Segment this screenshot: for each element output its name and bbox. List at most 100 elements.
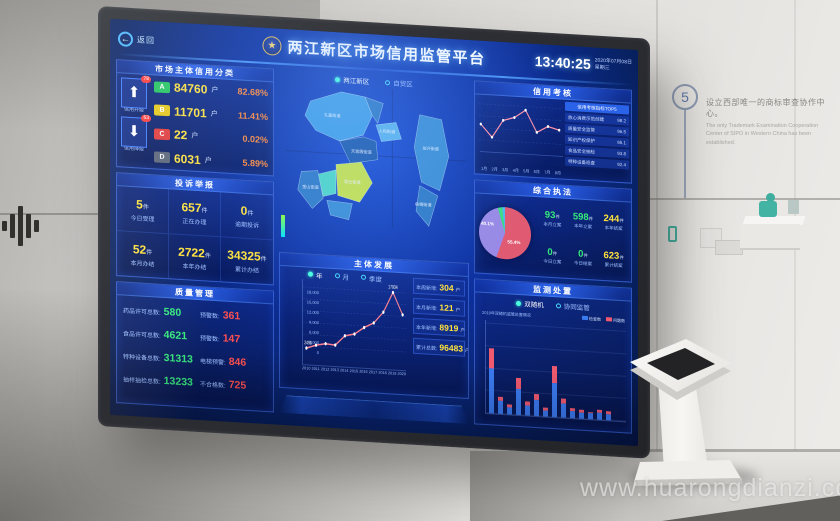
clock-date: 2020年07月08日 星期三 xyxy=(594,57,632,72)
svg-text:天宫殿街道: 天宫殿街道 xyxy=(351,148,372,155)
map-tab[interactable]: 两江新区 xyxy=(335,74,369,86)
complaint-cell: 0件 逾期投诉 xyxy=(221,192,273,241)
downgrade-count-badge: 63 xyxy=(141,114,151,123)
monitoring-option[interactable]: 双随机 xyxy=(516,298,544,309)
back-button[interactable]: ← 返回 xyxy=(118,31,155,48)
quality-item: 药品许可总数: 580 xyxy=(123,305,182,319)
svg-text:人和街道: 人和街道 xyxy=(379,127,396,134)
enforcement-cell: 0件 今日立案 xyxy=(543,246,562,265)
wall-step-number: 5 xyxy=(672,84,698,110)
svg-text:翠云街道: 翠云街道 xyxy=(344,178,361,185)
monitoring-note: 2019年双随机监管处置情况 xyxy=(482,309,531,318)
back-label: 返回 xyxy=(137,35,155,46)
dashboard-screen: ← 返回 ★ 两江新区市场信用监管平台 13:40:25 2020年07月08日… xyxy=(110,18,638,447)
kiosk-base-edge xyxy=(634,478,742,486)
credit-grade-row: C 22 户 0.02% xyxy=(154,127,268,148)
dev-period-option[interactable]: 月 xyxy=(334,270,349,282)
wall-seam xyxy=(656,0,658,455)
map-region[interactable] xyxy=(413,114,450,191)
wall-illustration-desk xyxy=(668,176,840,276)
map-tab[interactable]: 自贸区 xyxy=(385,77,413,89)
display-bezel: ← 返回 ★ 两江新区市场信用监管平台 13:40:25 2020年07月08日… xyxy=(98,6,650,459)
assessment-list-row[interactable]: 特种设备巡查 92.4 xyxy=(565,156,629,170)
quality-item: 预警数: 361 xyxy=(200,309,241,323)
complaint-cell: 52件 本月办结 xyxy=(117,231,169,279)
panel-credit-classification: 市场主体信用分类 ⬆ 78 信用升级 xyxy=(116,59,274,177)
credit-rows: A 84760 户 82.68% B 11701 户 11.41% C 22 户 0.02% D 6031… xyxy=(149,75,273,175)
wall-caption-en: The only Trademark Examination Cooperati… xyxy=(706,123,819,146)
map-legend-bar xyxy=(281,214,285,238)
wall-display: ← 返回 ★ 两江新区市场信用监管平台 13:40:25 2020年07月08日… xyxy=(98,6,650,459)
bar xyxy=(507,321,512,415)
map-region[interactable] xyxy=(375,121,402,143)
grade-chip: C xyxy=(154,128,170,141)
kiosk-base xyxy=(634,460,742,482)
enforcement-grid: 93件 本月立案 598件 本年立案 244件 本年结案 0件 今日立案 0件 今日结案 623件累… xyxy=(535,197,631,282)
illustration-person xyxy=(759,201,777,217)
wall-step-line xyxy=(684,110,686,198)
svg-text:17934: 17934 xyxy=(388,284,398,290)
enforcement-cell: 598件 本年立案 xyxy=(572,210,594,230)
floor-shadow xyxy=(470,451,630,521)
quality-item: 特种设备总数: 31313 xyxy=(123,351,193,366)
complaint-cell: 34325件 累计办结 xyxy=(227,247,267,275)
dev-yaxis: 18,000 15,000 12,000 9,000 6,000 3,000 0 xyxy=(306,289,319,356)
panel-quality: 质量管理 药品许可总数: 580 预警数: 361 食品许可总数: 4621 预警数: 147… xyxy=(116,281,274,413)
complaint-cell: 5件 今日受理 xyxy=(117,186,169,235)
map-region[interactable] xyxy=(297,169,324,209)
map-region[interactable] xyxy=(364,96,384,124)
credit-grade-row: D 6031 户 5.89% xyxy=(154,150,268,171)
map-region[interactable] xyxy=(415,185,439,227)
enforcement-cell: 0件 今日结案 xyxy=(573,248,592,267)
upgrade-count-badge: 78 xyxy=(141,75,151,84)
complaint-grid: 5件 今日受理 657件 正在办理 0件 逾期投诉 52件 本月办结 2722件 本年办结 3432… xyxy=(117,186,273,284)
dev-period-option[interactable]: 年 xyxy=(308,268,323,280)
touch-kiosk xyxy=(610,320,770,496)
wall-caption: 设立西部唯一的商标审查协作中心。 The only Trademark Exam… xyxy=(706,97,834,147)
quality-item: 预警数: 147 xyxy=(200,332,241,346)
quality-item: 食品许可总数: 4621 xyxy=(123,328,188,343)
dev-stat: 本月新增: 121 户 xyxy=(413,297,465,317)
map-region[interactable] xyxy=(335,161,373,203)
clock-time: 13:40:25 xyxy=(534,52,591,73)
enforcement-pie-chart: 55.4% 40.1% xyxy=(475,193,535,276)
map-region[interactable] xyxy=(326,199,353,221)
platform-title: 两江新区市场信用监管平台 xyxy=(287,39,486,69)
back-arrow-icon: ← xyxy=(118,31,133,48)
dev-stat: 本年新增: 8919 户 xyxy=(413,317,465,337)
monitoring-option[interactable]: 协同监管 xyxy=(555,300,590,312)
bar xyxy=(534,323,539,417)
monitoring-bar-chart xyxy=(485,319,626,423)
assessment-xaxis: 1月 2月 3月 4月 5月 6月 7月 8月 xyxy=(481,165,561,176)
enforcement-cell: 623件 累计结案 xyxy=(603,250,624,269)
map-region[interactable] xyxy=(339,135,379,165)
quality-item: 不合格数: 725 xyxy=(200,378,247,392)
map-region[interactable] xyxy=(304,90,373,143)
credit-downgrade-button[interactable]: ⬇ 63 xyxy=(121,114,151,148)
bar xyxy=(579,326,584,419)
quality-grid: 药品许可总数: 580 预警数: 361 食品许可总数: 4621 预警数: 147 特种设备总… xyxy=(117,295,273,401)
svg-text:2498: 2498 xyxy=(304,339,312,345)
pie-slice-label: 40.1% xyxy=(481,220,495,227)
assessment-line-chart: 1月 2月 3月 4月 5月 6月 7月 8月 xyxy=(477,97,563,177)
bar xyxy=(543,323,548,417)
pie xyxy=(479,205,531,261)
bar xyxy=(516,322,521,416)
soundwave-icon xyxy=(2,203,48,249)
credit-upgrade-button[interactable]: ⬆ 78 xyxy=(121,75,151,109)
grade-chip: B xyxy=(154,104,170,117)
wall-caption-zh: 设立西部唯一的商标审查协作中心。 xyxy=(706,98,825,118)
panel-monitoring: 监测处置 双随机 协同监管 2019年双随机监管处置情况 检查数 问题数 xyxy=(474,278,632,434)
illustration-monitor xyxy=(788,200,799,214)
assessment-list: 信用考核指标TOP5 放心消费示范创建 98.2 质量安全监管 96.5 知识产权保护 9… xyxy=(565,101,629,181)
bar xyxy=(498,321,503,415)
bar xyxy=(525,322,530,416)
watermark: www.huarongdianzi.com xyxy=(580,474,840,502)
bar xyxy=(561,325,566,418)
enforcement-cell: 93件 本月立案 xyxy=(543,209,562,228)
bar xyxy=(588,326,593,420)
bar xyxy=(597,327,602,420)
svg-text:礼嘉街道: 礼嘉街道 xyxy=(324,111,341,118)
